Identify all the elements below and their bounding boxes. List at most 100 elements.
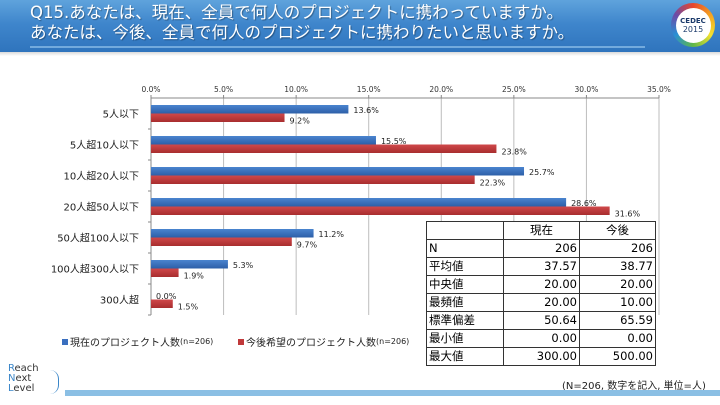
stats-row-label: 最大値 <box>426 347 504 366</box>
bars <box>151 105 610 308</box>
bar-current <box>151 260 228 269</box>
stats-row: 最小値 0.00 0.00 <box>426 329 656 348</box>
stats-row: 標準偏差 50.64 65.59 <box>426 311 656 330</box>
stats-table: 現在 今後 N 206 206 平均値 37.57 38.77 中央値 20.00 20.00 最頻値… <box>426 221 656 366</box>
header-underline <box>30 46 645 48</box>
bar-future <box>151 299 173 308</box>
stats-header-cell: 現在 <box>503 221 580 240</box>
stats-value: 10.00 <box>579 293 656 312</box>
stats-row-label: 標準偏差 <box>426 311 504 330</box>
data-label-future: 9.7% <box>297 241 318 250</box>
stats-header-cell: 今後 <box>579 221 656 240</box>
stats-row: 平均値 37.57 38.77 <box>426 257 656 276</box>
reach-next-level-logo: Reach Next Level <box>8 364 39 394</box>
bar-future <box>151 268 179 277</box>
logo-next-rest: ext <box>15 373 32 384</box>
legend-label-future: 今後希望のプロジェクト人数 <box>246 338 376 349</box>
logo-line-reach: Reach <box>8 363 39 374</box>
stats-header-cell <box>426 221 504 240</box>
stats-value: 20.00 <box>579 275 656 294</box>
stats-value: 65.59 <box>579 311 656 330</box>
x-tick-label: 5.0% <box>214 85 233 94</box>
logo-line-next: Next <box>8 373 32 384</box>
stats-value: 20.00 <box>503 293 580 312</box>
bar-current <box>151 105 349 114</box>
bar-current <box>151 136 376 145</box>
data-label-future: 1.5% <box>178 303 199 312</box>
data-label-current: 15.5% <box>381 137 407 146</box>
logo-bracket-icon <box>50 370 59 394</box>
stats-row: 最頻値 20.00 10.00 <box>426 293 656 312</box>
data-label-current: 25.7% <box>529 168 555 177</box>
legend-item-current: 現在のプロジェクト人数 (n=206) <box>62 334 213 349</box>
data-labels: 13.6% 9.2% 15.5% 23.8% 25.7% 22.3% 28.6% 31.6% 1… <box>156 106 640 312</box>
stats-value: 20.00 <box>503 275 580 294</box>
bar-current <box>151 229 314 238</box>
category-label: 5人超10人以下 <box>70 139 139 152</box>
data-label-current: 13.6% <box>353 106 379 115</box>
stats-value: 300.00 <box>503 347 580 366</box>
stats-value: 50.64 <box>503 311 580 330</box>
header-banner <box>0 0 720 52</box>
bar-future <box>151 144 497 153</box>
stats-row-label: N <box>426 239 504 258</box>
stats-row-label: 最頻値 <box>426 293 504 312</box>
header-shadow <box>0 52 720 56</box>
table-note: (N=206, 数字を記入, 単位=人) <box>562 381 706 392</box>
category-label: 300人超 <box>100 294 139 307</box>
data-label-future: 22.3% <box>480 179 506 188</box>
data-label-current: 11.2% <box>319 230 345 239</box>
stats-value: 38.77 <box>579 257 656 276</box>
logo-line-level: Level <box>8 383 35 394</box>
category-label: 100人超300人以下 <box>51 263 139 276</box>
category-label: 20人超50人以下 <box>64 201 139 214</box>
stats-row-label: 最小値 <box>426 329 504 348</box>
stats-value: 206 <box>503 239 580 258</box>
data-label-future: 31.6% <box>615 210 641 219</box>
legend-item-future: 今後希望のプロジェクト人数 (n=206) <box>238 334 409 349</box>
data-label-current: 5.3% <box>233 261 254 270</box>
stats-row: 中央値 20.00 20.00 <box>426 275 656 294</box>
legend-n-current: (n=206) <box>180 337 214 346</box>
legend-label-current: 現在のプロジェクト人数 <box>70 338 180 349</box>
logo-text-year: 2015 <box>682 24 704 34</box>
stats-header-row: 現在 今後 <box>426 221 656 240</box>
bar-future <box>151 113 285 122</box>
legend-n-future: (n=206) <box>376 337 410 346</box>
x-tick-labels: 0.0% 5.0% 10.0% 15.0% 20.0% 25.0% 30.0% 35.0% <box>141 85 670 94</box>
bar-current <box>151 167 525 176</box>
legend-swatch-future <box>238 338 244 345</box>
bar-future <box>151 206 610 215</box>
x-tick-label: 30.0% <box>575 85 599 94</box>
legend-swatch-current <box>62 338 68 345</box>
x-tick-label: 0.0% <box>141 85 160 94</box>
cedec-logo-inner: CEDEC 2015 <box>675 7 711 43</box>
title-line-2: あなたは、今後、全員で何人のプロジェクトに携わりたいと思いますか。 <box>30 23 575 42</box>
x-tick-label: 20.0% <box>429 85 453 94</box>
stats-value: 37.57 <box>503 257 580 276</box>
bar-current <box>151 198 567 207</box>
stats-row: N 206 206 <box>426 239 656 258</box>
logo-reach-rest: each <box>14 363 39 374</box>
x-tick-label: 25.0% <box>502 85 526 94</box>
data-label-future: 9.2% <box>290 117 311 126</box>
data-label-current: 28.6% <box>571 199 597 208</box>
logo-level-rest: evel <box>13 383 35 394</box>
stats-row-label: 中央値 <box>426 275 504 294</box>
footer-bar <box>65 390 720 396</box>
x-tick-label: 10.0% <box>284 85 308 94</box>
stats-row: 最大値 300.00 500.00 <box>426 347 656 366</box>
category-labels: 5人以下 5人超10人以下 10人超20人以下 20人超50人以下 50人超100人以下… <box>51 109 139 307</box>
title-line-1: Q15.あなたは、現在、全員で何人のプロジェクトに携わっていますか。 <box>30 3 564 22</box>
data-label-current: 0.0% <box>156 292 177 301</box>
x-tick-label: 35.0% <box>647 85 671 94</box>
logo-text-cedec: CEDEC <box>680 16 706 25</box>
category-label: 50人超100人以下 <box>57 232 139 245</box>
stats-value: 206 <box>579 239 656 258</box>
stats-row-label: 平均値 <box>426 257 504 276</box>
data-label-future: 1.9% <box>184 272 205 281</box>
page-title: Q15.あなたは、現在、全員で何人のプロジェクトに携わっていますか。 あなたは、… <box>30 3 574 43</box>
bar-future <box>151 175 475 184</box>
stats-value: 0.00 <box>503 329 580 348</box>
